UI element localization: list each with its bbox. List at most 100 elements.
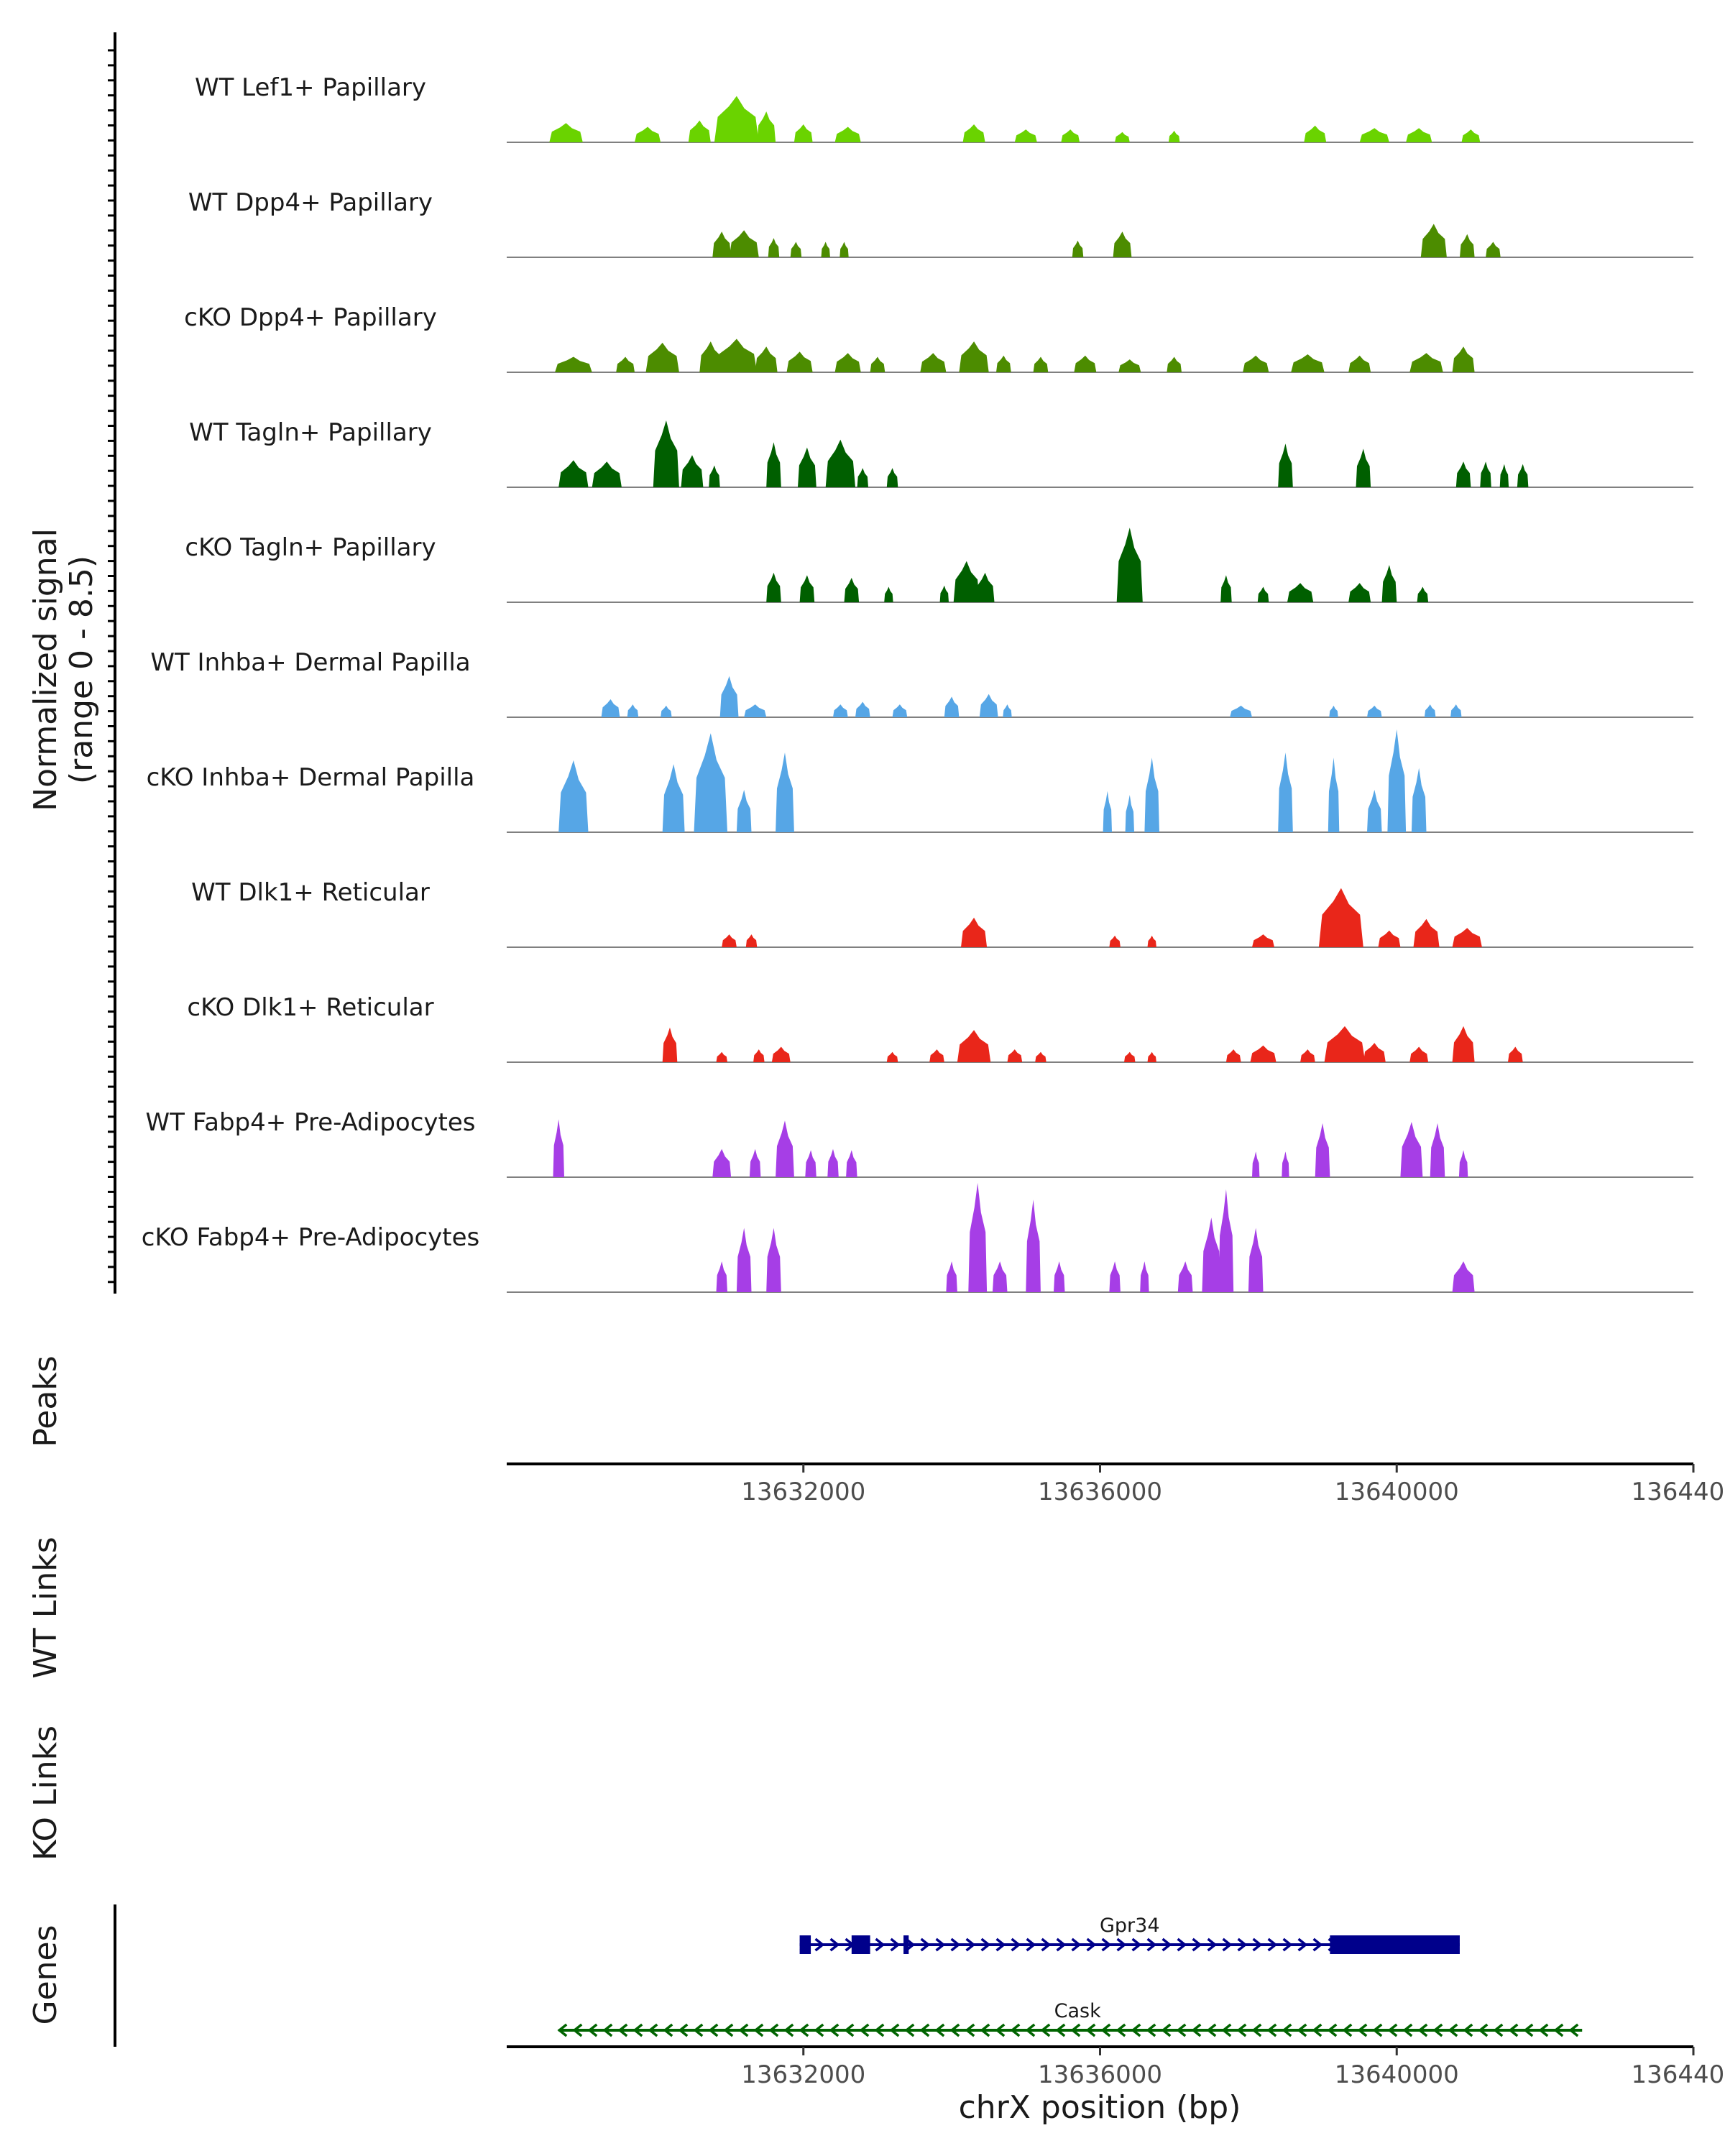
strand-arrow bbox=[1372, 2023, 1383, 2037]
strand-arrow bbox=[1402, 2023, 1413, 2037]
wt-links-label: WT Links bbox=[27, 1537, 64, 1678]
track-9: WT Fabp4+ Pre-Adipocytes bbox=[146, 1108, 1693, 1178]
strand-arrow bbox=[753, 2023, 764, 2037]
coverage-peak bbox=[555, 356, 592, 372]
track-label: WT Dpp4+ Papillary bbox=[188, 188, 433, 217]
coverage-peak bbox=[1218, 1189, 1234, 1292]
track-label: WT Tagln+ Papillary bbox=[189, 418, 432, 447]
coverage-peak bbox=[929, 1049, 944, 1062]
strand-arrow bbox=[1086, 1938, 1097, 1952]
coverage-peak bbox=[694, 733, 727, 832]
coverage-peak bbox=[1014, 129, 1037, 142]
coverage-peak bbox=[1248, 1227, 1264, 1292]
coverage-peak bbox=[616, 356, 635, 372]
strand-arrow bbox=[1085, 2023, 1096, 2037]
strand-arrow bbox=[829, 1938, 840, 1952]
coverage-peak bbox=[722, 934, 737, 947]
coverage-peak bbox=[1411, 768, 1427, 832]
coverage-peak bbox=[662, 1027, 678, 1062]
coverage-peak bbox=[1455, 461, 1471, 487]
coverage-peak bbox=[716, 338, 758, 372]
coverage-peak bbox=[1450, 704, 1462, 717]
coverage-peak bbox=[645, 342, 679, 372]
coverage-peak bbox=[961, 917, 988, 947]
strand-arrow bbox=[1463, 2023, 1473, 2037]
gene-label: Gpr34 bbox=[1100, 1915, 1160, 1937]
coverage-peak bbox=[736, 1227, 752, 1292]
coverage-peak bbox=[1378, 930, 1401, 947]
coverage-peak bbox=[681, 455, 704, 487]
gene-exon bbox=[903, 1935, 909, 1954]
coverage-peak bbox=[745, 934, 758, 947]
strand-arrow bbox=[1448, 2023, 1458, 2037]
strand-arrow bbox=[1312, 2023, 1322, 2037]
coverage-peak bbox=[1406, 128, 1432, 142]
track-6: cKO Inhba+ Dermal Papilla bbox=[147, 729, 1693, 833]
coverage-peak bbox=[959, 341, 989, 372]
track-5: WT Inhba+ Dermal Papilla bbox=[150, 648, 1693, 718]
y-axis-title-line2: (range 0 - 8.5) bbox=[63, 556, 100, 784]
strand-arrow bbox=[920, 1938, 931, 1952]
strand-arrow bbox=[678, 2023, 689, 2037]
strand-arrow bbox=[1251, 2023, 1262, 2037]
coverage-peak bbox=[1287, 583, 1314, 602]
coverage-peak bbox=[601, 699, 620, 717]
coverage-peak bbox=[975, 572, 995, 602]
coverage-peak bbox=[833, 704, 848, 717]
coverage-peak bbox=[821, 241, 830, 257]
coverage-peak bbox=[840, 241, 849, 257]
strand-arrow bbox=[814, 2023, 824, 2037]
coverage-peak bbox=[1257, 586, 1269, 602]
strand-arrow bbox=[1553, 2023, 1564, 2037]
gene-models: Gpr34 Cask bbox=[557, 1915, 1583, 2037]
coverage-peak bbox=[1499, 464, 1509, 487]
x-tick-label: 13644000 bbox=[1631, 1478, 1725, 1506]
coverage-peak bbox=[729, 230, 759, 257]
coverage-peak bbox=[1452, 346, 1475, 372]
coverage-peak bbox=[1356, 448, 1371, 487]
strand-arrow bbox=[1297, 1938, 1308, 1952]
strand-arrow bbox=[1568, 2023, 1579, 2037]
strand-arrow bbox=[980, 2023, 990, 2037]
coverage-peak bbox=[736, 790, 752, 832]
coverage-peak bbox=[766, 1227, 781, 1292]
gene-exon bbox=[1330, 1935, 1460, 1954]
strand-arrow bbox=[980, 1938, 991, 1952]
coverage-peak bbox=[1424, 704, 1436, 717]
track-1: WT Dpp4+ Papillary bbox=[188, 188, 1693, 258]
x-tick-label: 13632000 bbox=[741, 1478, 865, 1506]
strand-arrow bbox=[995, 1938, 1006, 1952]
coverage-peak bbox=[661, 705, 672, 717]
coverage-peak bbox=[1103, 791, 1112, 832]
strand-arrow bbox=[1192, 1938, 1202, 1952]
coverage-peak bbox=[627, 704, 639, 717]
strand-arrow bbox=[934, 2023, 945, 2037]
strand-arrow bbox=[1387, 2023, 1398, 2037]
ko-links-label: KO Links bbox=[27, 1726, 64, 1861]
peaks-track: Peaks bbox=[27, 1355, 64, 1447]
coverage-peak bbox=[549, 123, 583, 142]
strand-arrow bbox=[1432, 2023, 1443, 2037]
coverage-peak bbox=[1329, 705, 1338, 717]
strand-arrow bbox=[1161, 2023, 1172, 2037]
coverage-peak bbox=[1363, 1043, 1386, 1062]
x-tick-label: 13644000 bbox=[1631, 2060, 1725, 2089]
track-0: WT Lef1+ Papillary bbox=[195, 73, 1693, 143]
track-10: cKO Fabp4+ Pre-Adipocytes bbox=[142, 1183, 1693, 1293]
strand-arrow bbox=[617, 2023, 628, 2037]
strand-arrow bbox=[1206, 2023, 1217, 2037]
coverage-peak bbox=[1430, 1123, 1445, 1177]
coverage-peak bbox=[1460, 234, 1475, 257]
coverage-peak bbox=[790, 241, 802, 257]
coverage-peak bbox=[1387, 729, 1407, 832]
strand-arrow bbox=[829, 2023, 840, 2037]
strand-arrow bbox=[799, 2023, 809, 2037]
strand-arrow bbox=[1040, 2023, 1051, 2037]
signal-axis bbox=[108, 32, 116, 1294]
coverage-peak bbox=[1225, 1049, 1241, 1062]
coverage-peak bbox=[1409, 353, 1443, 372]
coverage-peak bbox=[1116, 528, 1143, 602]
strand-arrow bbox=[1312, 1938, 1323, 1952]
coverage-peak bbox=[776, 752, 794, 832]
